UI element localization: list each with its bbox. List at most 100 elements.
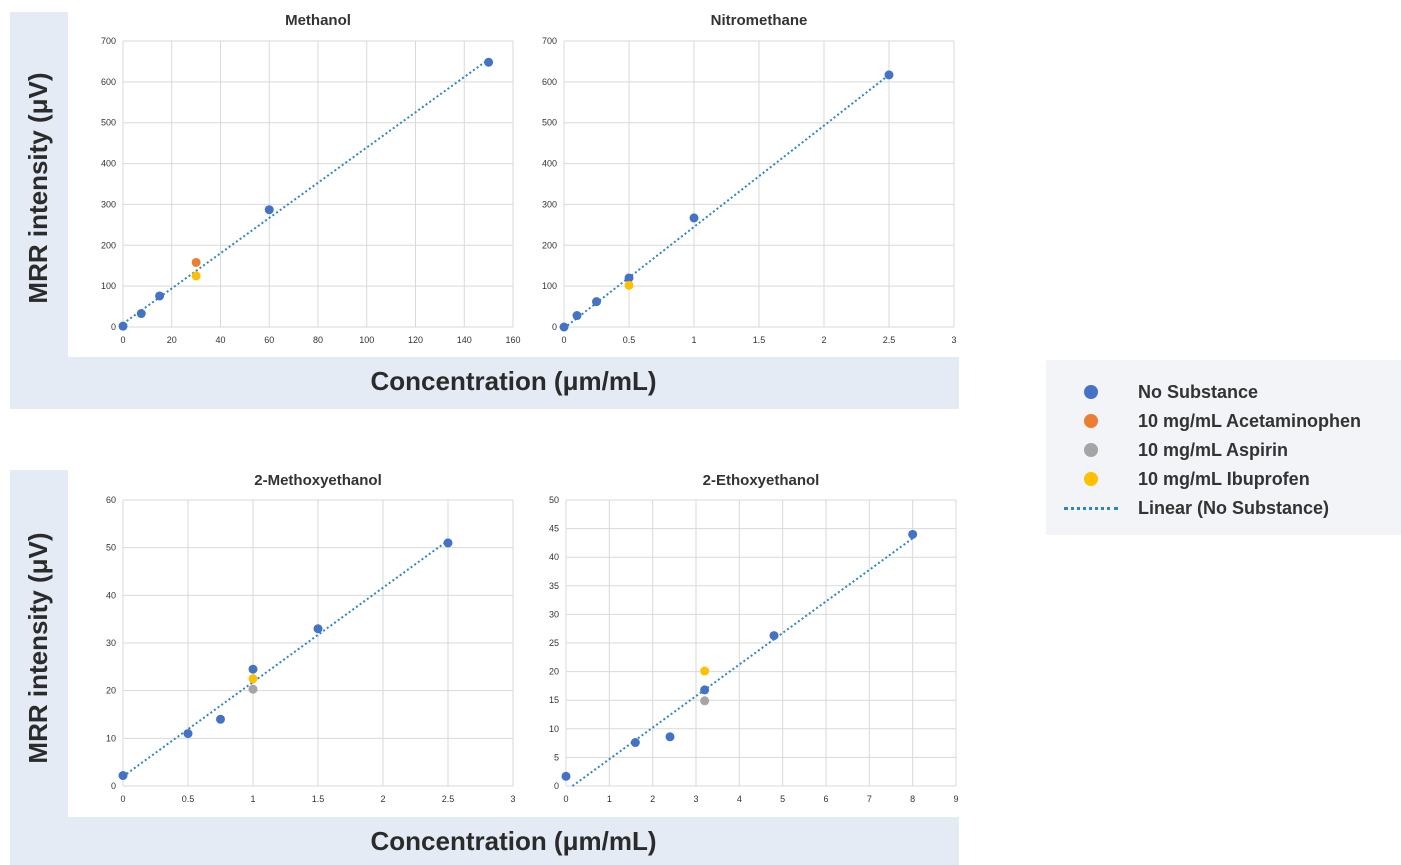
legend-marker-icon xyxy=(1084,414,1098,428)
chart-title: Methanol xyxy=(285,12,351,29)
data-point-no-substance xyxy=(592,297,601,307)
legend-label: 10 mg/mL Aspirin xyxy=(1138,440,1289,460)
y-tick-label: 50 xyxy=(106,543,116,553)
legend-label: 10 mg/mL Acetaminophen xyxy=(1138,411,1362,431)
x-tick-label: 1 xyxy=(607,794,612,804)
legend-item-no-substance: No Substance xyxy=(1046,380,1401,404)
x-tick-label: 2 xyxy=(821,335,826,345)
data-point-no-substance xyxy=(484,57,494,67)
y-tick-label: 45 xyxy=(549,524,559,534)
y-tick-label: 500 xyxy=(542,118,557,128)
chart-title: 2-Ethoxyethanol xyxy=(703,472,820,489)
y-tick-label: 25 xyxy=(549,638,559,648)
y-tick-label: 700 xyxy=(101,36,116,46)
data-point-no-substance xyxy=(216,714,225,724)
data-point-no-substance xyxy=(561,771,571,781)
y-tick-label: 30 xyxy=(549,609,559,619)
data-point-no-substance xyxy=(700,685,710,695)
data-point-10-mg-ml-acetaminophen xyxy=(191,257,201,267)
y-tick-label: 100 xyxy=(542,281,557,291)
x-tick-label: 40 xyxy=(215,335,225,345)
x-tick-label: 1 xyxy=(250,794,255,804)
x-tick-label: 1.5 xyxy=(753,335,766,345)
data-point-no-substance xyxy=(908,529,918,539)
y-tick-label: 35 xyxy=(549,581,559,591)
x-tick-label: 20 xyxy=(167,335,177,345)
y-tick-label: 40 xyxy=(106,590,116,600)
y-tick-label: 20 xyxy=(106,686,116,696)
data-point-10-mg-ml-ibuprofen xyxy=(700,666,710,676)
x-tick-label: 0 xyxy=(563,794,568,804)
data-point-10-mg-ml-ibuprofen xyxy=(191,271,201,281)
legend-item-linear-trendline: Linear (No Substance) xyxy=(1046,496,1401,520)
x-tick-label: 3 xyxy=(693,794,698,804)
x-tick-label: 5 xyxy=(780,794,785,804)
x-tick-label: 2.5 xyxy=(883,335,896,345)
x-tick-label: 1 xyxy=(691,335,696,345)
y-tick-label: 0 xyxy=(111,322,116,332)
top-panel-x-axis-label: Concentration (μm/mL) xyxy=(370,366,657,396)
y-tick-label: 0 xyxy=(111,781,116,791)
data-point-no-substance xyxy=(884,70,894,80)
bottom-panel-x-axis-label: Concentration (μm/mL) xyxy=(370,826,657,856)
data-point-no-substance xyxy=(183,729,193,739)
x-tick-label: 0.5 xyxy=(182,794,195,804)
y-tick-label: 100 xyxy=(101,281,116,291)
legend-label: No Substance xyxy=(1138,382,1259,402)
chart-2-ethoxyethanol: 0 1 2 3 4 5 6 7 8 9051015202530354045502-Ethoxyet… xyxy=(549,472,959,804)
y-tick-label: 60 xyxy=(106,495,116,505)
y-tick-label: 0 xyxy=(554,781,559,791)
data-point-no-substance xyxy=(155,291,165,301)
legend-label: Linear (No Substance) xyxy=(1138,498,1330,518)
legend-marker-icon xyxy=(1084,443,1098,457)
data-point-10-mg-ml-aspirin xyxy=(700,696,710,706)
legend-item-ibuprofen: 10 mg/mL Ibuprofen xyxy=(1046,467,1401,491)
x-tick-label: 6 xyxy=(823,794,828,804)
data-point-no-substance xyxy=(572,311,582,321)
data-point-no-substance xyxy=(624,273,634,283)
x-tick-label: 100 xyxy=(359,335,374,345)
y-tick-label: 10 xyxy=(549,724,559,734)
y-tick-label: 700 xyxy=(542,36,557,46)
y-tick-label: 10 xyxy=(106,733,116,743)
y-tick-label: 5 xyxy=(554,752,559,762)
data-point-no-substance xyxy=(118,771,128,781)
trendline xyxy=(122,539,449,778)
y-tick-label: 20 xyxy=(549,667,559,677)
x-tick-label: 60 xyxy=(264,335,274,345)
y-tick-label: 400 xyxy=(101,159,116,169)
data-point-10-mg-ml-ibuprofen xyxy=(248,674,258,684)
data-point-no-substance xyxy=(630,738,640,748)
y-tick-label: 600 xyxy=(101,77,116,87)
x-tick-label: 80 xyxy=(313,335,323,345)
data-point-10-mg-ml-aspirin xyxy=(248,684,258,694)
chart-2-methoxyethanol: 0 0.5 1 1.5 2 2.5 301020304050602-Methoxyethan… xyxy=(106,472,516,804)
chart-legend: No Substance 10 mg/mL Acetaminophen 10 m… xyxy=(1046,360,1401,535)
y-tick-label: 15 xyxy=(549,695,559,705)
y-tick-label: 600 xyxy=(542,77,557,87)
x-tick-label: 3 xyxy=(951,335,956,345)
data-point-no-substance xyxy=(313,624,323,634)
x-tick-label: 2 xyxy=(650,794,655,804)
x-tick-label: 160 xyxy=(505,335,520,345)
y-tick-label: 200 xyxy=(542,240,557,250)
chart-nitromethane: 0 0.5 1 1.5 2 2.5 3 0 100 200 300 400 500 600 700 Nitro… xyxy=(542,12,957,345)
x-tick-label: 0 xyxy=(120,794,125,804)
legend-dotted-line-icon xyxy=(1064,507,1118,510)
x-tick-label: 8 xyxy=(910,794,915,804)
data-point-no-substance xyxy=(559,322,569,332)
y-tick-label: 50 xyxy=(549,495,559,505)
data-point-no-substance xyxy=(136,309,146,319)
x-tick-label: 120 xyxy=(408,335,423,345)
data-point-no-substance xyxy=(443,538,453,548)
legend-marker-icon xyxy=(1084,472,1098,486)
data-point-no-substance xyxy=(264,205,274,215)
chart-title: Nitromethane xyxy=(711,12,808,29)
data-point-10-mg-ml-ibuprofen xyxy=(624,280,634,290)
y-tick-label: 300 xyxy=(542,199,557,209)
legend-label: 10 mg/mL Ibuprofen xyxy=(1138,469,1310,489)
y-tick-label: 0 xyxy=(552,322,557,332)
chart-title: 2-Methoxyethanol xyxy=(254,472,382,489)
trendline xyxy=(122,58,490,325)
